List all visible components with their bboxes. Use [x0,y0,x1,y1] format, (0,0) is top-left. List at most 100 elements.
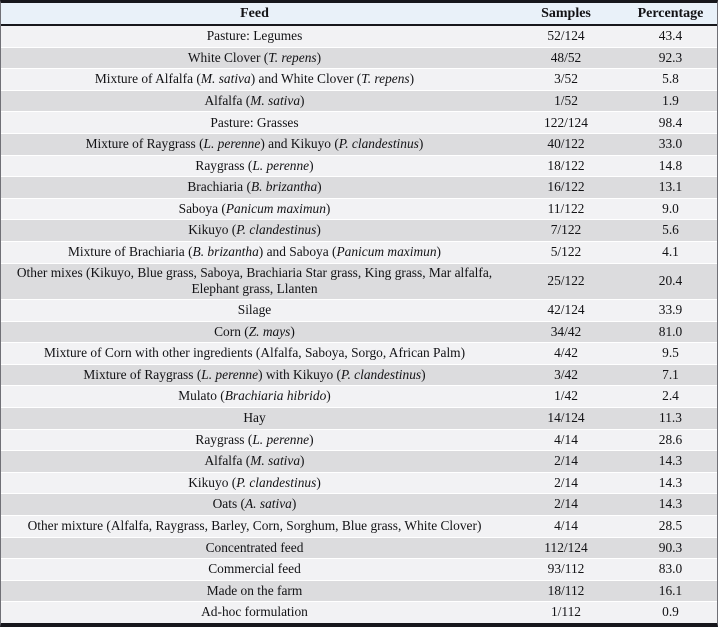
feed-cell: Brachiaria (B. brizantha) [187,179,322,195]
samples-cell: 11/122 [547,200,585,216]
samples-cell: 40/122 [547,136,585,152]
samples-cell: 1/52 [554,92,578,108]
feed-table-body: Pasture: Legumes 52/124 43.4 White Clover (… [1,26,717,623]
samples-cell: 42/124 [547,302,585,318]
feed-cell: Silage [237,302,272,318]
column-header-samples: Samples [541,5,591,21]
percentage-cell: 20.4 [658,273,683,289]
samples-cell: 18/122 [547,157,585,173]
table-row: Mixture of Brachiaria (B. brizantha) and… [1,240,717,263]
table-row: Mixture of Corn with other ingredients (… [1,342,717,364]
percentage-cell: 5.6 [662,222,679,238]
samples-cell: 2/14 [554,453,578,469]
percentage-cell: 98.4 [658,114,683,130]
samples-cell: 18/112 [547,582,585,598]
feed-cell: Made on the farm [206,582,303,598]
table-row: Silage 42/124 33.9 [1,298,717,321]
feed-cell: Mixture of Raygrass (L. perenne) and Kik… [85,136,424,152]
samples-cell: 52/124 [547,28,585,44]
table-row: Other mixes (Kikuyo, Blue grass, Saboya,… [1,262,717,299]
percentage-cell: 33.9 [658,302,683,318]
table-row: Other mixture (Alfalfa, Raygrass, Barley… [1,514,717,537]
percentage-cell: 28.5 [658,518,683,534]
percentage-cell: 5.8 [662,71,679,87]
samples-cell: 16/122 [547,179,585,195]
samples-cell: 1/112 [550,604,581,620]
feed-cell: Raygrass (L. perenne) [195,157,314,173]
table-row: Raygrass (L. perenne) 18/122 14.8 [1,154,717,177]
samples-cell: 4/14 [554,518,578,534]
feed-cell: Alfalfa (M. sativa) [204,453,305,469]
table-row: Mixture of Raygrass (L. perenne) and Kik… [1,132,717,155]
samples-cell: 122/124 [544,114,588,130]
feed-cell: Alfalfa (M. sativa) [204,92,305,108]
table-row: Kikuyo (P. clandestinus) 7/122 5.6 [1,219,717,241]
feed-cell: Pasture: Legumes [206,28,303,44]
percentage-cell: 14.3 [658,453,683,469]
samples-cell: 2/14 [554,474,578,490]
samples-cell: 2/14 [554,496,578,512]
samples-cell: 3/42 [554,366,578,382]
samples-cell: 25/122 [547,273,585,289]
percentage-cell: 16.1 [658,582,683,598]
samples-cell: 112/124 [544,539,588,555]
table-row: Commercial feed 93/112 83.0 [1,558,717,580]
table-row: Mulato (Brachiaria hibrido) 1/42 2.4 [1,385,717,407]
table-row: Kikuyo (P. clandestinus) 2/14 14.3 [1,471,717,494]
table-row: Pasture: Legumes 52/124 43.4 [1,26,717,47]
feed-cell: Other mixture (Alfalfa, Raygrass, Barley… [27,518,482,534]
feed-cell: Mixture of Corn with other ingredients (… [43,345,466,361]
table-row: Made on the farm 18/112 16.1 [1,579,717,602]
feed-cell: Raygrass (L. perenne) [195,431,314,447]
feed-cell: Saboya (Panicum maximun) [178,200,331,216]
percentage-cell: 0.9 [662,604,679,620]
table-row: Mixture of Alfalfa (M. sativa) and White… [1,68,717,90]
samples-cell: 4/42 [554,345,578,361]
samples-cell: 93/112 [547,561,585,577]
feed-cell: Concentrated feed [205,539,304,555]
samples-cell: 34/42 [550,323,582,339]
table-row: Alfalfa (M. sativa) 2/14 14.3 [1,450,717,472]
percentage-cell: 33.0 [658,136,683,152]
table-row: Saboya (Panicum maximun) 11/122 9.0 [1,197,717,220]
feed-cell: Mixture of Raygrass (L. perenne) with Ki… [83,366,426,382]
percentage-cell: 43.4 [658,28,683,44]
feed-cell: Pasture: Grasses [210,114,299,130]
percentage-cell: 90.3 [658,539,683,555]
percentage-cell: 11.3 [659,410,682,426]
feed-cell: Ad-hoc formulation [201,604,308,620]
percentage-cell: 1.9 [662,92,679,108]
feed-cell: Kikuyo (P. clandestinus) [188,222,321,238]
percentage-cell: 9.5 [662,345,679,361]
percentage-cell: 7.1 [662,366,679,382]
table-row: Mixture of Raygrass (L. perenne) with Ki… [1,363,717,386]
feed-cell: Commercial feed [208,561,301,577]
feed-cell: White Clover (T. repens) [187,49,322,65]
percentage-cell: 4.1 [662,244,679,260]
feed-cell: Oats (A. sativa) [212,496,297,512]
table-row: Alfalfa (M. sativa) 1/52 1.9 [1,89,717,112]
samples-cell: 7/122 [550,222,582,238]
table-row: White Clover (T. repens) 48/52 92.3 [1,46,717,69]
table-header-row: Feed Samples Percentage [1,3,717,26]
percentage-cell: 9.0 [662,200,679,216]
samples-cell: 1/42 [554,388,578,404]
percentage-cell: 14.3 [658,474,683,490]
feed-cell: Other mixes (Kikuyo, Blue grass, Saboya,… [16,264,493,297]
samples-cell: 48/52 [550,49,582,65]
feed-cell: Mixture of Brachiaria (B. brizantha) and… [67,244,441,260]
percentage-cell: 83.0 [658,561,683,577]
table-row: Hay 14/124 11.3 [1,406,717,429]
percentage-cell: 13.1 [658,179,683,195]
samples-cell: 4/14 [554,431,578,447]
percentage-cell: 2.4 [662,388,679,404]
table-row: Pasture: Grasses 122/124 98.4 [1,111,717,133]
table-row: Raygrass (L. perenne) 4/14 28.6 [1,428,717,451]
feed-cell: Kikuyo (P. clandestinus) [188,474,321,490]
column-header-percentage: Percentage [637,5,704,21]
samples-cell: 3/52 [554,71,578,87]
table-row: Brachiaria (B. brizantha) 16/122 13.1 [1,176,717,198]
table-row: Oats (A. sativa) 2/14 14.3 [1,493,717,515]
percentage-cell: 14.3 [658,496,683,512]
